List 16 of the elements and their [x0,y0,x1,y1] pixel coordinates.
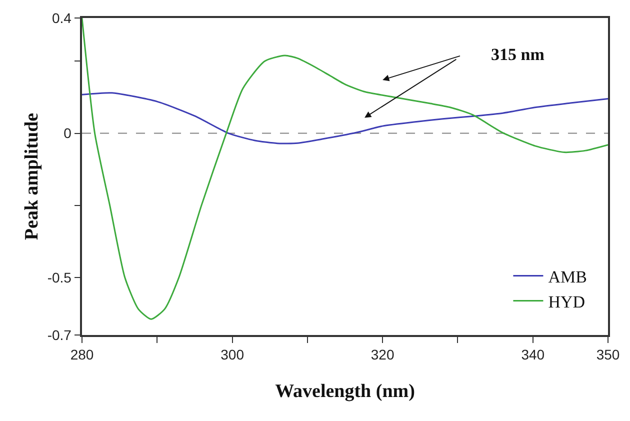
line-series [82,18,608,320]
x-tick-label: 340 [521,346,545,363]
x-tick-label: 300 [220,346,244,363]
annotation: 315 nm [491,45,544,64]
x-tick-label: 280 [70,346,94,363]
x-tick-label: 350 [596,346,620,363]
line-series [82,92,608,144]
legend-label: AMB [548,267,587,286]
x-tick-label: 320 [370,346,394,363]
y-axis-title: Peak amplitude [22,112,43,240]
y-tick-label: 0.4 [52,10,72,26]
y-tick-label: 0 [64,125,72,142]
y-tick-label: -0.5 [47,269,72,286]
legend-label: HYD [548,292,586,312]
x-axis-title: Wavelength (nm) [275,380,415,402]
y-tick-label: -0.7 [47,326,72,343]
